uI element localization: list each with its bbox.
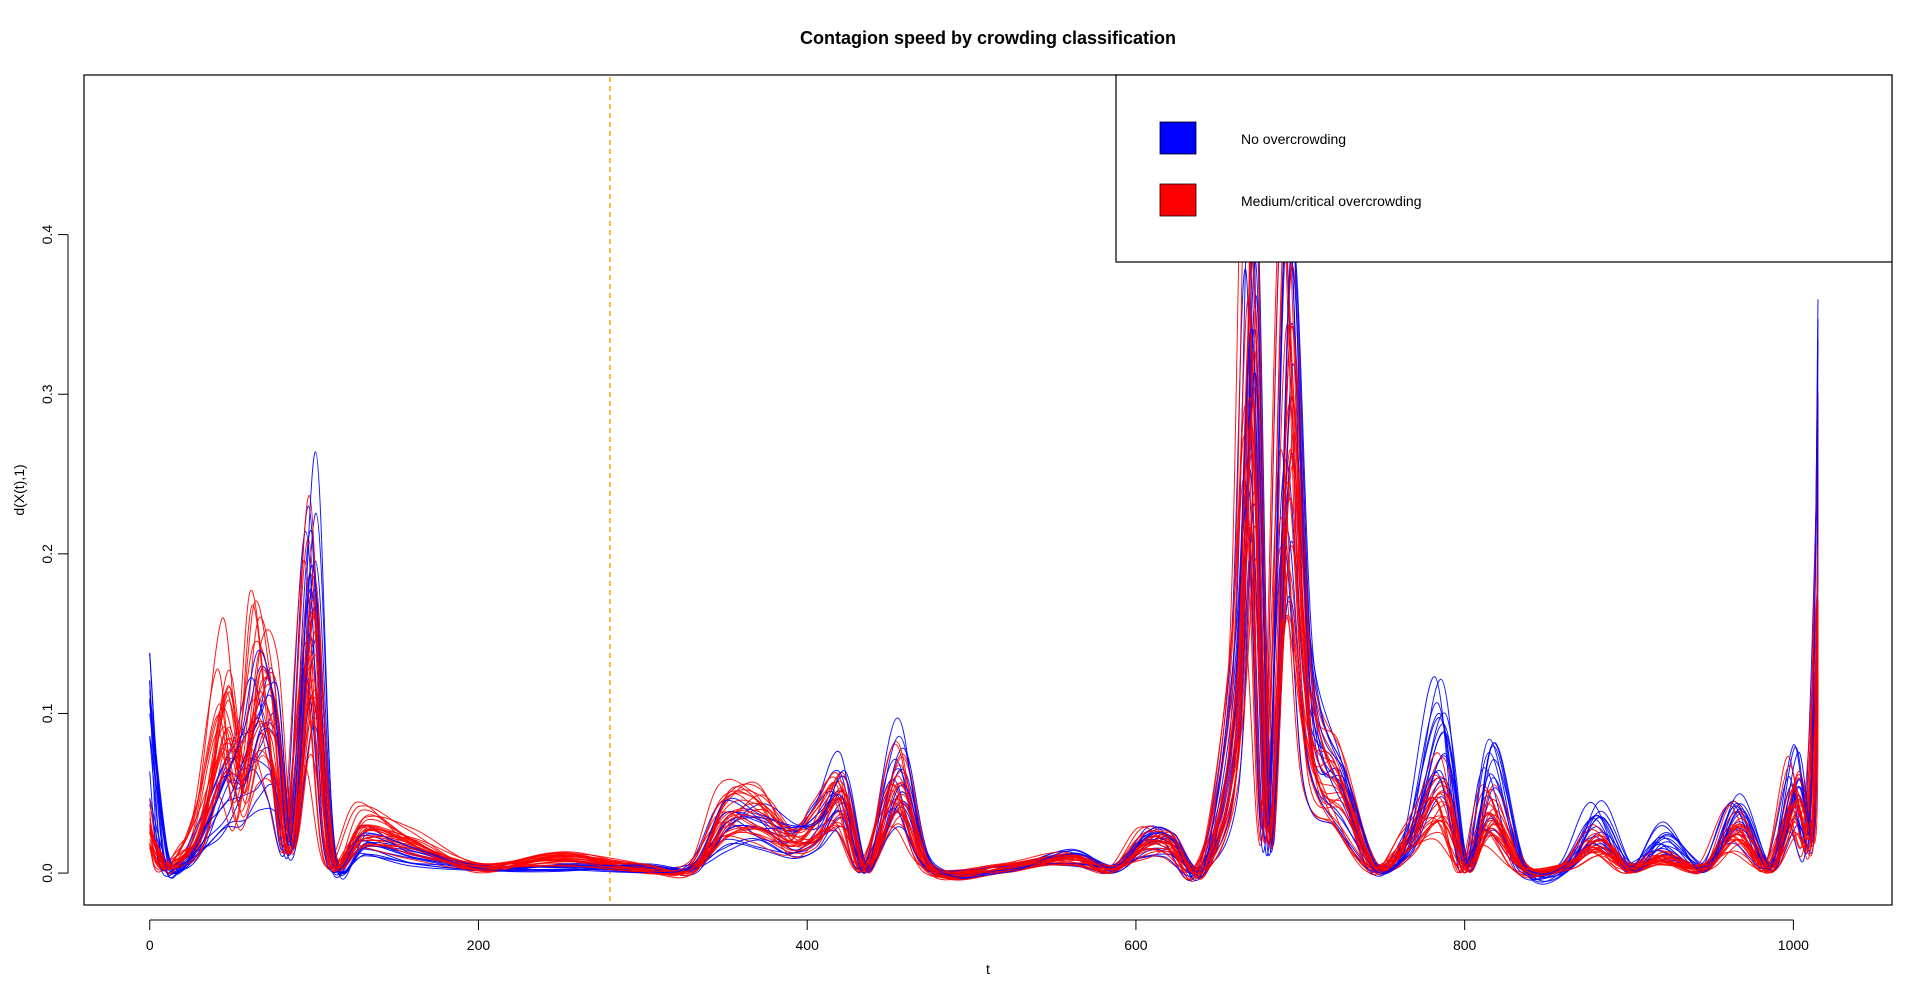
- x-tick-label: 800: [1453, 937, 1477, 953]
- series-line-medium-critical-overcrowding: [149, 260, 1819, 877]
- y-tick-label: 0.3: [39, 384, 55, 404]
- x-tick-label: 600: [1124, 937, 1148, 953]
- series-lines-layer: [149, 88, 1819, 885]
- series-line-medium-critical-overcrowding: [149, 492, 1819, 877]
- y-tick-label: 0.2: [39, 544, 55, 564]
- legend: No overcrowding Medium/critical overcrow…: [1115, 74, 1893, 263]
- series-line-medium-critical-overcrowding: [149, 265, 1819, 881]
- x-tick-label: 400: [796, 937, 820, 953]
- y-tick-label: 0.0: [39, 863, 55, 883]
- x-tick-label: 1000: [1778, 937, 1809, 953]
- plot-frame: [83, 74, 1893, 906]
- x-tick-label: 200: [467, 937, 491, 953]
- x-axis: 0 200 400 600 800 1000: [146, 919, 1809, 953]
- x-axis-label: t: [986, 961, 990, 977]
- series-line-no-overcrowding: [149, 241, 1819, 883]
- y-tick-label: 0.1: [39, 704, 55, 724]
- y-axis-label: d(X(t),1): [11, 464, 27, 515]
- legend-swatch-no-overcrowding: [1159, 121, 1197, 155]
- series-line-medium-critical-overcrowding: [149, 403, 1819, 879]
- x-tick-label: 0: [146, 937, 154, 953]
- legend-label-medium-critical-overcrowding: Medium/critical overcrowding: [1241, 193, 1422, 209]
- y-tick-label: 0.4: [39, 225, 55, 245]
- series-line-medium-critical-overcrowding: [149, 453, 1819, 879]
- chart-title: Contagion speed by crowding classificati…: [800, 28, 1176, 48]
- legend-label-no-overcrowding: No overcrowding: [1241, 131, 1346, 147]
- series-line-no-overcrowding: [149, 155, 1819, 881]
- y-axis: 0.0 0.1 0.2 0.3 0.4: [39, 225, 69, 883]
- legend-swatch-medium-critical-overcrowding: [1159, 183, 1197, 217]
- legend-box: [1115, 74, 1893, 263]
